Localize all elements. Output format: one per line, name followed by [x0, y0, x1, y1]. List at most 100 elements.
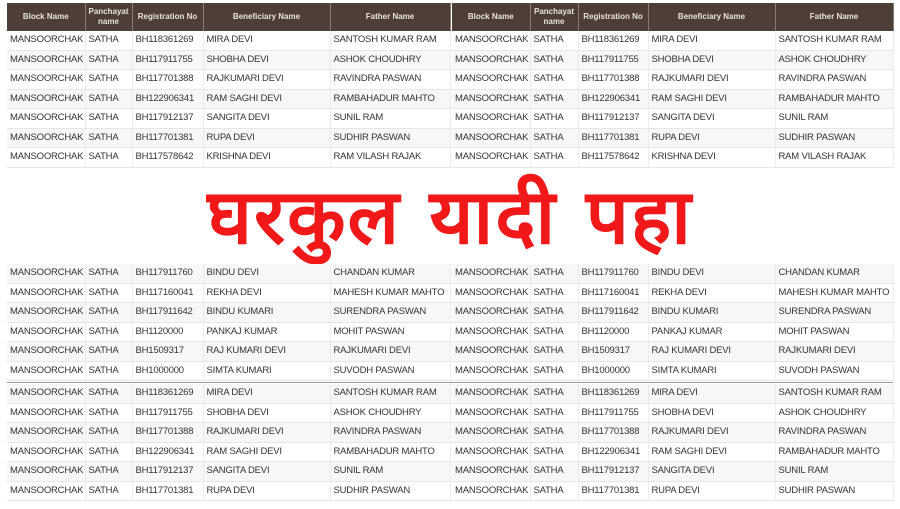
table-cell: RAJKUMARI DEVI	[203, 422, 331, 443]
table-cell: SHOBHA DEVI	[203, 403, 331, 423]
table-cell: SANGITA DEVI	[203, 461, 331, 482]
table-cell: MIRA DEVI	[203, 31, 331, 51]
table-cell: MANSOORCHAK	[7, 128, 86, 148]
table-cell: BH1120000	[578, 322, 649, 342]
table-cell: SUDHIR PASWAN	[329, 481, 451, 501]
table-cell: SUDHIR PASWAN	[774, 128, 894, 148]
table-cell: SANTOSH KUMAR RAM	[329, 31, 451, 51]
middle-list-section: MANSOORCHAK SATHA BH117911760 BINDU DEVI CHA…	[0, 264, 900, 382]
table-cell: BH118361269	[132, 384, 204, 404]
table-cell: MANSOORCHAK	[7, 89, 86, 109]
table-cell: MANSOORCHAK	[452, 31, 531, 51]
table-cell: MANSOORCHAK	[452, 128, 531, 148]
table-row: MANSOORCHAK SATHA BH117701381 RUPA DEVI SUDH…	[7, 481, 451, 501]
table-cell: BH117911642	[578, 302, 649, 323]
table-cell: BH1509317	[578, 341, 649, 362]
table-cell: SANTOSH KUMAR RAM	[774, 384, 894, 404]
table-cell: MANSOORCHAK	[452, 422, 531, 443]
table-cell: RAM VILASH RAJAK	[774, 147, 894, 168]
table-cell: SATHA	[530, 422, 579, 443]
table-cell: BH118361269	[132, 31, 204, 51]
table-cell: ASHOK CHOUDHRY	[329, 50, 451, 70]
table-cell: MANSOORCHAK	[452, 69, 531, 90]
table-cell: MANSOORCHAK	[7, 461, 86, 482]
table-cell: BINDU KUMARI	[648, 302, 776, 323]
table-cell: SATHA	[85, 422, 133, 443]
table-cell: ASHOK CHOUDHRY	[774, 403, 894, 423]
table-cell: BH117701381	[132, 481, 204, 501]
table-cell: SHOBHA DEVI	[648, 50, 776, 70]
table-cell: SATHA	[85, 147, 133, 168]
table-cell: SATHA	[530, 322, 579, 342]
table-cell: SURENDRA PASWAN	[329, 302, 451, 323]
table-cell: SUVODH PASWAN	[329, 361, 451, 381]
table-row: MANSOORCHAK SATHA BH117160041 REKHA DEVI MAH…	[452, 283, 894, 303]
table-cell: SATHA	[85, 108, 133, 129]
table-row: MANSOORCHAK SATHA BH117701381 RUPA DEVI SUDH…	[452, 481, 894, 501]
table-cell: MOHIT PASWAN	[329, 322, 451, 342]
table-cell: SANTOSH KUMAR RAM	[329, 384, 451, 404]
column-header: Beneficiary Name	[203, 3, 331, 31]
table-cell: BH117911760	[132, 264, 204, 284]
table-cell: BH117701388	[132, 422, 204, 443]
table-cell: SATHA	[530, 108, 579, 129]
table-cell: MANSOORCHAK	[7, 341, 86, 362]
table-cell: MOHIT PASWAN	[774, 322, 894, 342]
table-cell: RAVINDRA PASWAN	[329, 69, 451, 90]
table-cell: CHANDAN KUMAR	[329, 264, 451, 284]
table-cell: RUPA DEVI	[648, 128, 776, 148]
table-cell: BH117701388	[578, 69, 649, 90]
table-cell: BH117912137	[132, 461, 204, 482]
title-band: घरकुल यादी पहा	[0, 170, 900, 264]
table-row: MANSOORCHAK SATHA BH118361269 MIRA DEVI SANT…	[452, 384, 894, 404]
table-cell: MAHESH KUMAR MAHTO	[329, 283, 451, 303]
column-header: Block Name	[7, 3, 86, 31]
table-cell: SHOBHA DEVI	[203, 50, 331, 70]
table-cell: RAJ KUMARI DEVI	[203, 341, 331, 362]
table-row: MANSOORCHAK SATHA BH118361269 MIRA DEVI SANT…	[452, 31, 894, 51]
table-cell: SATHA	[85, 322, 133, 342]
right-bottom-panel: MANSOORCHAK SATHA BH118361269 MIRA DEVI SANT…	[452, 384, 894, 501]
table-cell: RAM SAGHI DEVI	[648, 89, 776, 109]
table-cell: MAHESH KUMAR MAHTO	[774, 283, 894, 303]
table-cell: SHOBHA DEVI	[648, 403, 776, 423]
table-row: MANSOORCHAK SATHA BH117701381 RUPA DEVI SUDH…	[452, 128, 894, 148]
beneficiary-table: MANSOORCHAK SATHA BH118361269 MIRA DEVI SANT…	[7, 384, 451, 501]
table-cell: SATHA	[530, 283, 579, 303]
table-cell: SANGITA DEVI	[203, 108, 331, 129]
table-cell: BH117160041	[132, 283, 204, 303]
table-row: MANSOORCHAK SATHA BH1000000 SIMTA KUMARI SUV…	[452, 361, 894, 381]
table-cell: RAVINDRA PASWAN	[329, 422, 451, 443]
table-row: MANSOORCHAK SATHA BH117701388 RAJKUMARI DEV…	[7, 422, 451, 443]
table-cell: SATHA	[85, 264, 133, 284]
table-cell: BH117911755	[132, 403, 204, 423]
table-row: MANSOORCHAK SATHA BH117911755 SHOBHA DEVI AS…	[452, 50, 894, 70]
table-cell: BH1000000	[132, 361, 204, 381]
table-cell: MANSOORCHAK	[452, 264, 531, 284]
table-cell: BH117911642	[132, 302, 204, 323]
table-cell: BH117912137	[578, 461, 649, 482]
table-cell: SATHA	[530, 128, 579, 148]
table-cell: RAJKUMARI DEVI	[648, 69, 776, 90]
table-cell: RUPA DEVI	[648, 481, 776, 501]
table-row: MANSOORCHAK SATHA BH117578642 KRISHNA DEVI R…	[7, 147, 451, 168]
table-cell: MIRA DEVI	[648, 31, 776, 51]
table-cell: MANSOORCHAK	[7, 147, 86, 168]
table-cell: SUDHIR PASWAN	[329, 128, 451, 148]
table-row: MANSOORCHAK SATHA BH117911755 SHOBHA DEVI AS…	[452, 403, 894, 423]
table-row: MANSOORCHAK SATHA BH122906341 RAM SAGHI DEV…	[452, 89, 894, 109]
left-list-panel-continued: MANSOORCHAK SATHA BH117911760 BINDU DEVI CHA…	[7, 264, 451, 381]
table-row: MANSOORCHAK SATHA BH117701388 RAJKUMARI DEV…	[452, 69, 894, 90]
table-cell: SATHA	[530, 361, 579, 381]
beneficiary-table: MANSOORCHAK SATHA BH117911760 BINDU DEVI CHA…	[7, 264, 451, 381]
table-cell: SATHA	[530, 403, 579, 423]
table-cell: MANSOORCHAK	[452, 481, 531, 501]
column-header: Father Name	[775, 3, 894, 31]
table-divider	[7, 382, 893, 383]
table-cell: MANSOORCHAK	[452, 50, 531, 70]
table-cell: MANSOORCHAK	[7, 403, 86, 423]
table-row: MANSOORCHAK SATHA BH1120000 PANKAJ KUMAR MOH…	[452, 322, 894, 342]
table-cell: MANSOORCHAK	[452, 403, 531, 423]
table-cell: MANSOORCHAK	[7, 442, 86, 462]
table-cell: BH117701388	[132, 69, 204, 90]
